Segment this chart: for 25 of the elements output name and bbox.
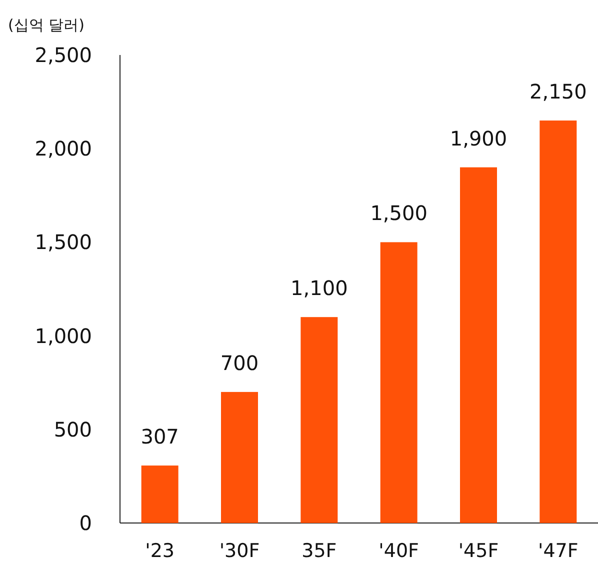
x-tick-label: '30F: [219, 540, 260, 562]
data-label: 700: [220, 350, 259, 375]
x-tick-label: 35F: [302, 540, 337, 562]
x-tick-label: '47F: [538, 540, 578, 562]
y-axis-title: (십억 달러): [8, 16, 84, 34]
x-tick-label: '40F: [378, 540, 420, 562]
y-tick-label: 500: [54, 417, 92, 442]
data-label: 307: [140, 424, 179, 449]
y-tick-label: 2,000: [34, 136, 92, 161]
bar: [141, 466, 178, 523]
y-tick-label: 1,500: [34, 230, 92, 254]
y-tick-label: 2,500: [34, 43, 92, 67]
data-label: 2,150: [530, 80, 587, 104]
data-label: 1,100: [290, 276, 348, 300]
bar: [221, 392, 258, 523]
bar: [380, 242, 418, 523]
data-label: 1,900: [450, 126, 508, 150]
y-tick-label: 1,000: [34, 324, 92, 348]
bar: [300, 317, 338, 523]
bar: [540, 120, 577, 523]
x-tick-label: '45F: [458, 540, 499, 562]
bar: [460, 167, 497, 523]
x-tick-label: '23: [145, 540, 175, 562]
y-tick-label: 0: [79, 511, 92, 535]
data-label: 1,500: [370, 201, 428, 226]
